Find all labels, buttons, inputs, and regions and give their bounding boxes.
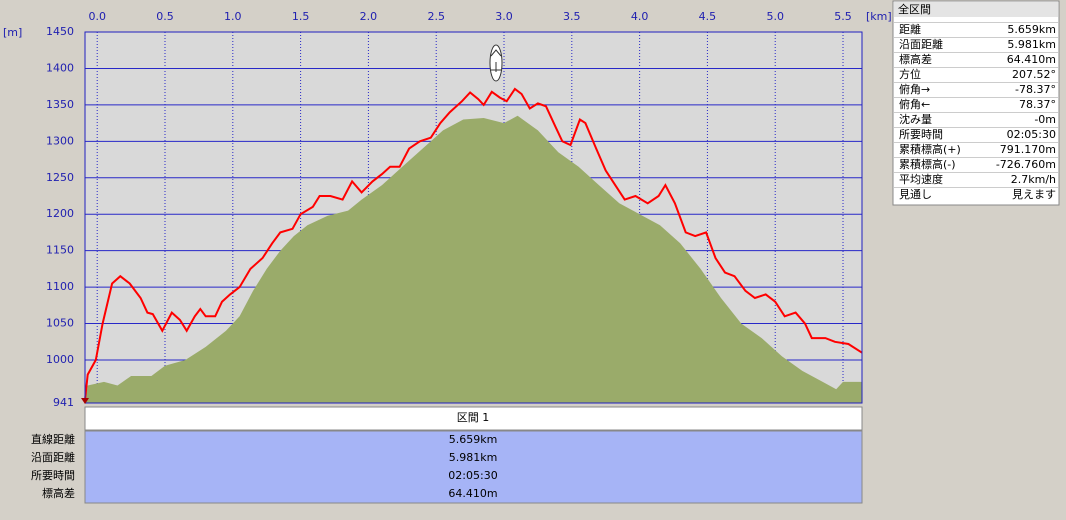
x-tick-label: 1.0 xyxy=(224,10,242,23)
y-tick-label: 1400 xyxy=(46,61,74,74)
summary-label: 沿面距離 xyxy=(899,37,943,51)
y-tick-label: 1250 xyxy=(46,171,74,184)
x-tick-label: 0.0 xyxy=(88,10,106,23)
segment-value: 64.410m xyxy=(448,487,497,500)
x-tick-label: 3.0 xyxy=(495,10,513,23)
elevation-line xyxy=(84,87,863,401)
summary-label: 距離 xyxy=(899,22,921,36)
x-tick-label: 1.5 xyxy=(292,10,310,23)
segment-label: 直線距離 xyxy=(31,432,75,446)
y-tick-label: 1150 xyxy=(46,244,74,257)
plot-layer xyxy=(84,31,863,404)
segment-value: 02:05:30 xyxy=(448,469,497,482)
summary-value: 207.52° xyxy=(1012,68,1056,81)
segment-value: 5.981km xyxy=(449,451,498,464)
segment-rows: 直線距離 5.659km 沿面距離 5.981km 所要時間 02:05:30 標高差 64.… xyxy=(31,432,498,500)
summary-label: 俯角← xyxy=(899,97,930,111)
segment-header xyxy=(84,406,863,431)
summary-label: 累積標高(-) xyxy=(899,157,956,171)
summary-label: 沈み量 xyxy=(899,112,932,126)
summary-label: 累積標高(+) xyxy=(899,142,961,156)
summary-value: 64.410m xyxy=(1007,53,1056,66)
plot-border xyxy=(84,31,863,404)
summary-value: 5.659km xyxy=(1007,23,1056,36)
y-tick-label: 1200 xyxy=(46,207,74,220)
segment-value: 5.659km xyxy=(449,433,498,446)
segment-label: 所要時間 xyxy=(31,469,75,482)
terrain-area xyxy=(85,115,862,404)
summary-value: 791.170m xyxy=(1000,143,1056,156)
y-tick-label: 1450 xyxy=(46,25,74,38)
segment-label: 標高差 xyxy=(42,486,75,500)
summary-label: 俯角→ xyxy=(899,82,930,96)
summary-value: 見えます xyxy=(1012,188,1056,201)
summary-label: 平均速度 xyxy=(899,172,943,186)
x-tick-label: 5.0 xyxy=(766,10,784,23)
y-unit: [m] xyxy=(3,26,22,39)
summary-panel xyxy=(892,0,1060,206)
segment-body xyxy=(84,430,863,504)
y-tick-label: 1050 xyxy=(46,317,74,330)
summary-label: 所要時間 xyxy=(899,128,943,141)
segment-label: 沿面距離 xyxy=(31,450,75,464)
y-tick-label: 1350 xyxy=(46,98,74,111)
x-tick-label: 4.0 xyxy=(631,10,649,23)
x-unit: [km] xyxy=(866,10,892,23)
peak-icon-glyph xyxy=(490,49,502,72)
x-tick-label: 0.5 xyxy=(156,10,174,23)
y-tick-label: 1000 xyxy=(46,353,74,366)
x-tick-label: 3.5 xyxy=(563,10,581,23)
segment-title: 区間 1 xyxy=(457,411,490,424)
x-tick-label: 4.5 xyxy=(699,10,717,23)
summary-value: 78.37° xyxy=(1019,98,1056,111)
summary-label: 見通し xyxy=(899,188,932,201)
y-tick-label: 1100 xyxy=(46,280,74,293)
y-tick-label: 941 xyxy=(53,396,74,409)
summary-value: -0m xyxy=(1034,113,1056,126)
summary-value: -78.37° xyxy=(1015,83,1056,96)
summary-label: 標高差 xyxy=(899,52,932,66)
summary-rows: 距離 5.659km 沿面距離 5.981km 標高差 64.410m 方位 207.52° 俯… xyxy=(894,22,1058,201)
summary-label: 方位 xyxy=(899,67,921,81)
summary-value: 2.7km/h xyxy=(1011,173,1056,186)
y-tick-label: 1300 xyxy=(46,134,74,147)
summary-value: -726.760m xyxy=(996,158,1056,171)
x-tick-label: 2.0 xyxy=(360,10,378,23)
summary-title: 全区間 xyxy=(898,2,931,16)
summary-header xyxy=(894,2,1058,17)
start-marker xyxy=(81,398,89,404)
summary-value: 5.981km xyxy=(1007,38,1056,51)
x-tick-label: 2.5 xyxy=(427,10,445,23)
x-tick-label: 5.5 xyxy=(834,10,852,23)
peak-marker xyxy=(489,44,503,82)
summary-value: 02:05:30 xyxy=(1007,128,1056,141)
